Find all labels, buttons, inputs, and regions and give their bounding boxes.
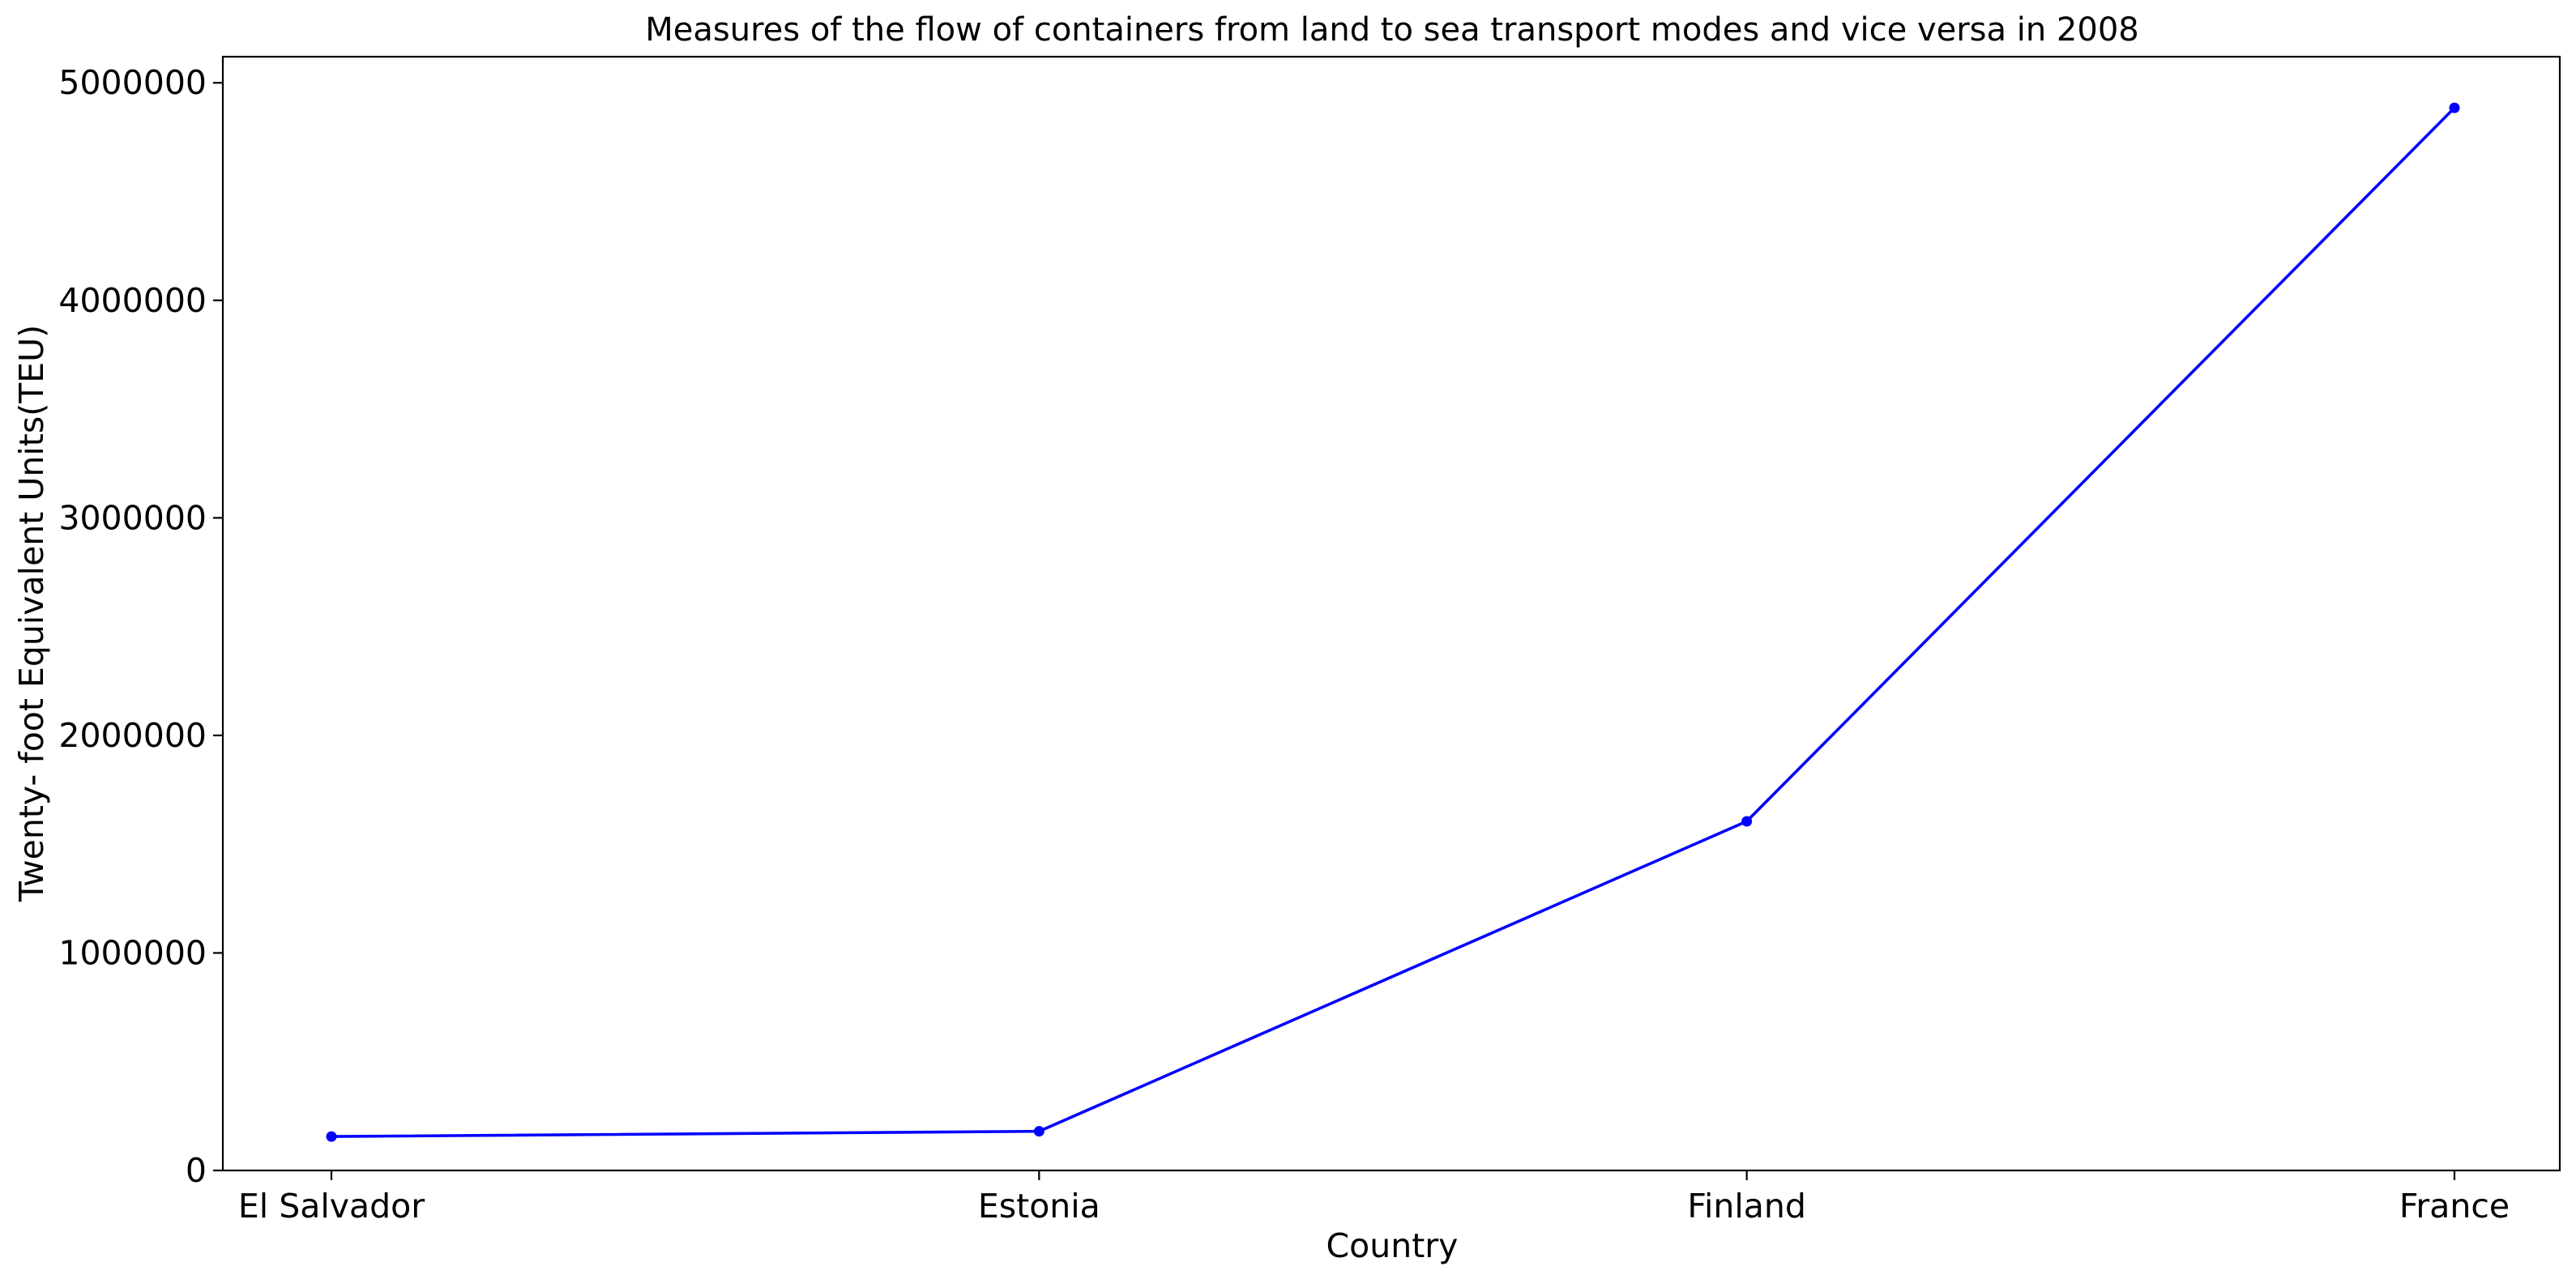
data-point [1033, 1126, 1044, 1137]
y-tick-label: 5000000 [58, 63, 207, 102]
series-line [330, 106, 2456, 1138]
y-tick-label: 2000000 [58, 716, 207, 755]
x-tick-label: El Salvador [238, 1187, 425, 1226]
y-tick-label: 0 [186, 1151, 207, 1190]
y-axis-label: Twenty- foot Equivalent Units(TEU) [12, 325, 51, 902]
data-point [2449, 102, 2460, 113]
y-tick-label: 1000000 [58, 933, 207, 972]
x-axis-ticks: El Salvador Estonia Finland France [238, 1170, 2510, 1226]
y-tick-label: 3000000 [58, 498, 207, 537]
data-point [326, 1131, 337, 1142]
plot-frame [221, 55, 2561, 1172]
x-tick-label: Finland [1687, 1187, 1806, 1226]
y-tick-label: 4000000 [58, 281, 207, 320]
chart-title: Measures of the flow of containers from … [645, 11, 2138, 49]
data-point [1741, 816, 1753, 827]
x-axis-label: Country [1326, 1226, 1459, 1265]
x-tick-label: France [2399, 1187, 2510, 1226]
y-axis-ticks: 0 1000000 2000000 3000000 4000000 5000000 [58, 63, 223, 1190]
series-layer [326, 102, 2460, 1142]
x-tick-label: Estonia [978, 1187, 1100, 1226]
